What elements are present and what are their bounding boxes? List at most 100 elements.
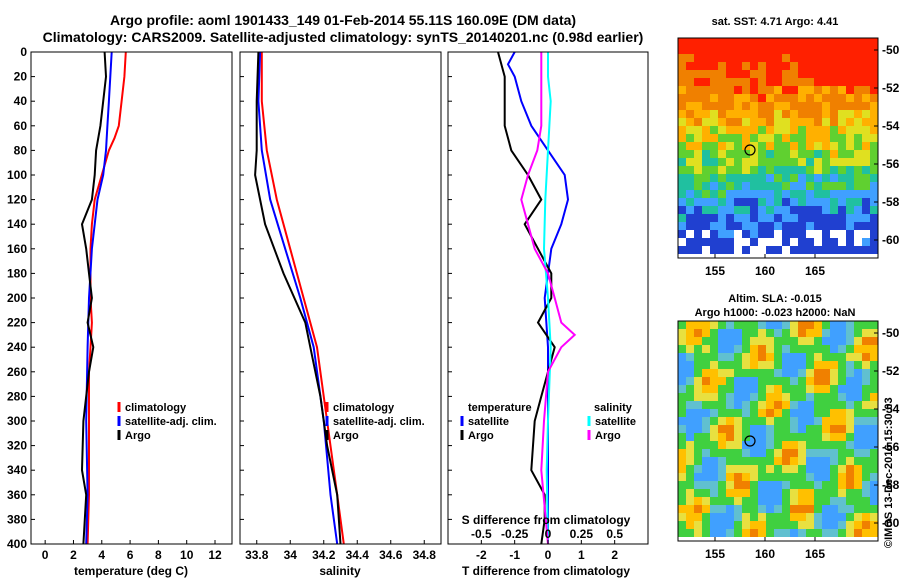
map-cell	[790, 417, 798, 425]
map-cell	[710, 401, 718, 409]
map-cell	[750, 417, 758, 425]
map-cell	[806, 329, 814, 337]
map-cell	[766, 166, 774, 174]
map-cell	[798, 449, 806, 457]
map-cell	[822, 401, 830, 409]
map-cell	[742, 345, 750, 353]
map-cell	[694, 142, 702, 150]
map-cell	[806, 62, 814, 70]
map-cell	[678, 377, 686, 385]
map-cell	[734, 505, 742, 513]
map-cell	[702, 206, 710, 214]
map-cell	[870, 353, 878, 361]
map-cell	[766, 54, 774, 62]
map-cell	[798, 54, 806, 62]
map-cell	[694, 409, 702, 417]
map-cell	[782, 465, 790, 473]
map-cell	[830, 449, 838, 457]
map-cell	[750, 150, 758, 158]
map-cell	[838, 393, 846, 401]
map-cell	[758, 182, 766, 190]
map-cell	[774, 489, 782, 497]
map-cell	[678, 230, 686, 238]
map-cell	[710, 465, 718, 473]
map-cell	[718, 246, 726, 254]
map-cell	[798, 513, 806, 521]
map-cell	[838, 206, 846, 214]
map-cell	[718, 158, 726, 166]
map-cell	[686, 150, 694, 158]
xtick-label: 34.8	[413, 548, 437, 562]
map-cell	[702, 521, 710, 529]
map-cell	[846, 54, 854, 62]
map-cell	[742, 329, 750, 337]
map-cell	[814, 425, 822, 433]
map-cell	[774, 417, 782, 425]
map-cell	[686, 110, 694, 118]
map-cell	[758, 345, 766, 353]
map-cell	[822, 481, 830, 489]
map-cell	[790, 337, 798, 345]
map-cell	[862, 489, 870, 497]
map-cell	[830, 369, 838, 377]
map-cell	[822, 329, 830, 337]
map-cell	[870, 190, 878, 198]
map-cell	[830, 409, 838, 417]
map-cell	[854, 513, 862, 521]
map-cell	[686, 345, 694, 353]
map-cell	[710, 190, 718, 198]
map-cell	[694, 214, 702, 222]
map-cell	[838, 481, 846, 489]
map-cell	[854, 361, 862, 369]
map-cell	[710, 393, 718, 401]
map-cell	[702, 321, 710, 329]
map-cell	[734, 369, 742, 377]
map-cell	[862, 102, 870, 110]
map-cell	[734, 521, 742, 529]
map-cell	[726, 353, 734, 361]
map-cell	[806, 198, 814, 206]
map-cell	[806, 134, 814, 142]
map-cell	[814, 222, 822, 230]
map-cell	[870, 38, 878, 46]
map-cell	[766, 86, 774, 94]
map-cell	[742, 190, 750, 198]
sst-map-frame	[677, 37, 879, 259]
map-cell	[766, 353, 774, 361]
map-cell	[742, 134, 750, 142]
map-cell	[766, 206, 774, 214]
map-cell	[862, 505, 870, 513]
map-cell	[750, 505, 758, 513]
map-cell	[734, 118, 742, 126]
map-cell	[862, 441, 870, 449]
map-cell	[766, 38, 774, 46]
map-cell	[750, 142, 758, 150]
map-cell	[694, 425, 702, 433]
map-cell	[718, 166, 726, 174]
map-cell	[766, 489, 774, 497]
map-cell	[734, 385, 742, 393]
map-cell	[686, 246, 694, 254]
map-cell	[774, 158, 782, 166]
map-cell	[854, 126, 862, 134]
map-cell	[862, 182, 870, 190]
map-cell	[742, 246, 750, 254]
map-cell	[870, 449, 878, 457]
map-cell	[822, 86, 830, 94]
map-cell	[678, 345, 686, 353]
ytick-label: 200	[7, 291, 27, 305]
map-cell	[686, 126, 694, 134]
map-cell	[678, 94, 686, 102]
map-cell	[774, 481, 782, 489]
map-cell	[798, 222, 806, 230]
map-cell	[838, 513, 846, 521]
map-cell	[862, 94, 870, 102]
map-xtick-label: 165	[805, 547, 825, 561]
map-cell	[838, 134, 846, 142]
map-cell	[726, 385, 734, 393]
map-cell	[718, 102, 726, 110]
map-cell	[798, 150, 806, 158]
map-cell	[686, 198, 694, 206]
map-cell	[838, 529, 846, 537]
map-cell	[790, 206, 798, 214]
